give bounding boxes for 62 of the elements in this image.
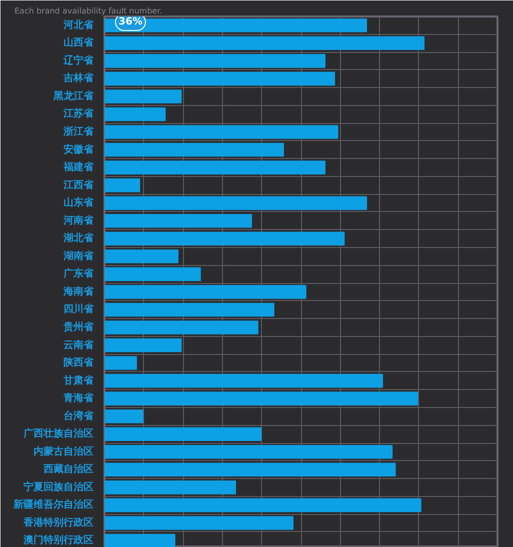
bar bbox=[104, 356, 137, 370]
bar bbox=[104, 374, 383, 388]
bar bbox=[104, 320, 258, 334]
y-tick-label: 湖南省 bbox=[62, 250, 94, 262]
bar bbox=[104, 338, 182, 352]
bar bbox=[104, 534, 176, 547]
y-tick-label: 陕西省 bbox=[64, 356, 94, 369]
bar bbox=[104, 498, 422, 512]
y-tick-label: 福建省 bbox=[62, 161, 94, 174]
y-tick-label: 新疆维吾尔自治区 bbox=[12, 498, 94, 511]
bar bbox=[104, 54, 326, 68]
y-tick-label: 宁夏回族自治区 bbox=[24, 480, 94, 493]
y-tick-label: 河北省 bbox=[62, 18, 94, 31]
y-tick-label: 浙江省 bbox=[62, 126, 94, 138]
y-tick-label: 甘肃省 bbox=[62, 374, 94, 386]
bar bbox=[104, 18, 367, 32]
y-tick-label: 吉林省 bbox=[62, 72, 94, 84]
y-tick-label: 安徽省 bbox=[64, 143, 94, 156]
bar bbox=[104, 392, 418, 406]
bar bbox=[104, 125, 338, 139]
y-tick-label: 辽宁省 bbox=[62, 54, 94, 66]
y-tick-label: 贵州省 bbox=[62, 320, 94, 333]
bar bbox=[104, 107, 166, 122]
y-tick-label: 湖北省 bbox=[62, 232, 94, 244]
bar bbox=[104, 285, 306, 299]
bar bbox=[104, 196, 367, 210]
bar bbox=[104, 142, 284, 157]
y-tick-label: 青海省 bbox=[62, 392, 94, 404]
y-tick-label: 黑龙江省 bbox=[52, 90, 94, 102]
y-tick-label: 香港特别行政区 bbox=[22, 516, 94, 528]
bar bbox=[104, 427, 262, 442]
bar bbox=[104, 462, 396, 477]
bar bbox=[104, 214, 252, 228]
y-tick-label: 四川省 bbox=[64, 303, 94, 316]
bar bbox=[104, 90, 182, 104]
y-tick-label: 台湾省 bbox=[64, 410, 94, 422]
bar bbox=[104, 72, 336, 86]
y-tick-label: 河南省 bbox=[62, 214, 94, 226]
y-tick-label: 内蒙古自治区 bbox=[34, 445, 94, 458]
annotation: 36% bbox=[118, 16, 142, 28]
y-tick-label: 云南省 bbox=[64, 338, 94, 351]
bar bbox=[104, 444, 393, 459]
y-tick-label: 西藏自治区 bbox=[42, 463, 94, 476]
bar bbox=[104, 160, 326, 174]
y-tick-label: 澳门特别行政区 bbox=[22, 534, 94, 546]
chart-title: Each brand availability fault number. bbox=[14, 6, 162, 16]
bar bbox=[104, 178, 140, 192]
bar bbox=[104, 516, 294, 530]
y-tick-label: 海南省 bbox=[62, 285, 94, 298]
bar bbox=[104, 232, 345, 246]
bar bbox=[104, 250, 178, 264]
bar bbox=[104, 480, 236, 494]
y-tick-label: 广东省 bbox=[62, 268, 94, 280]
y-tick-label: 山东省 bbox=[64, 196, 94, 209]
y-tick-label: 江西省 bbox=[62, 178, 94, 191]
bar bbox=[104, 267, 201, 282]
y-tick-label: 广西壮族自治区 bbox=[22, 428, 94, 440]
y-tick-label: 江苏省 bbox=[62, 108, 94, 120]
bar bbox=[104, 36, 425, 50]
bar bbox=[104, 302, 274, 317]
y-tick-label: 山西省 bbox=[64, 36, 94, 49]
bar bbox=[104, 409, 144, 424]
